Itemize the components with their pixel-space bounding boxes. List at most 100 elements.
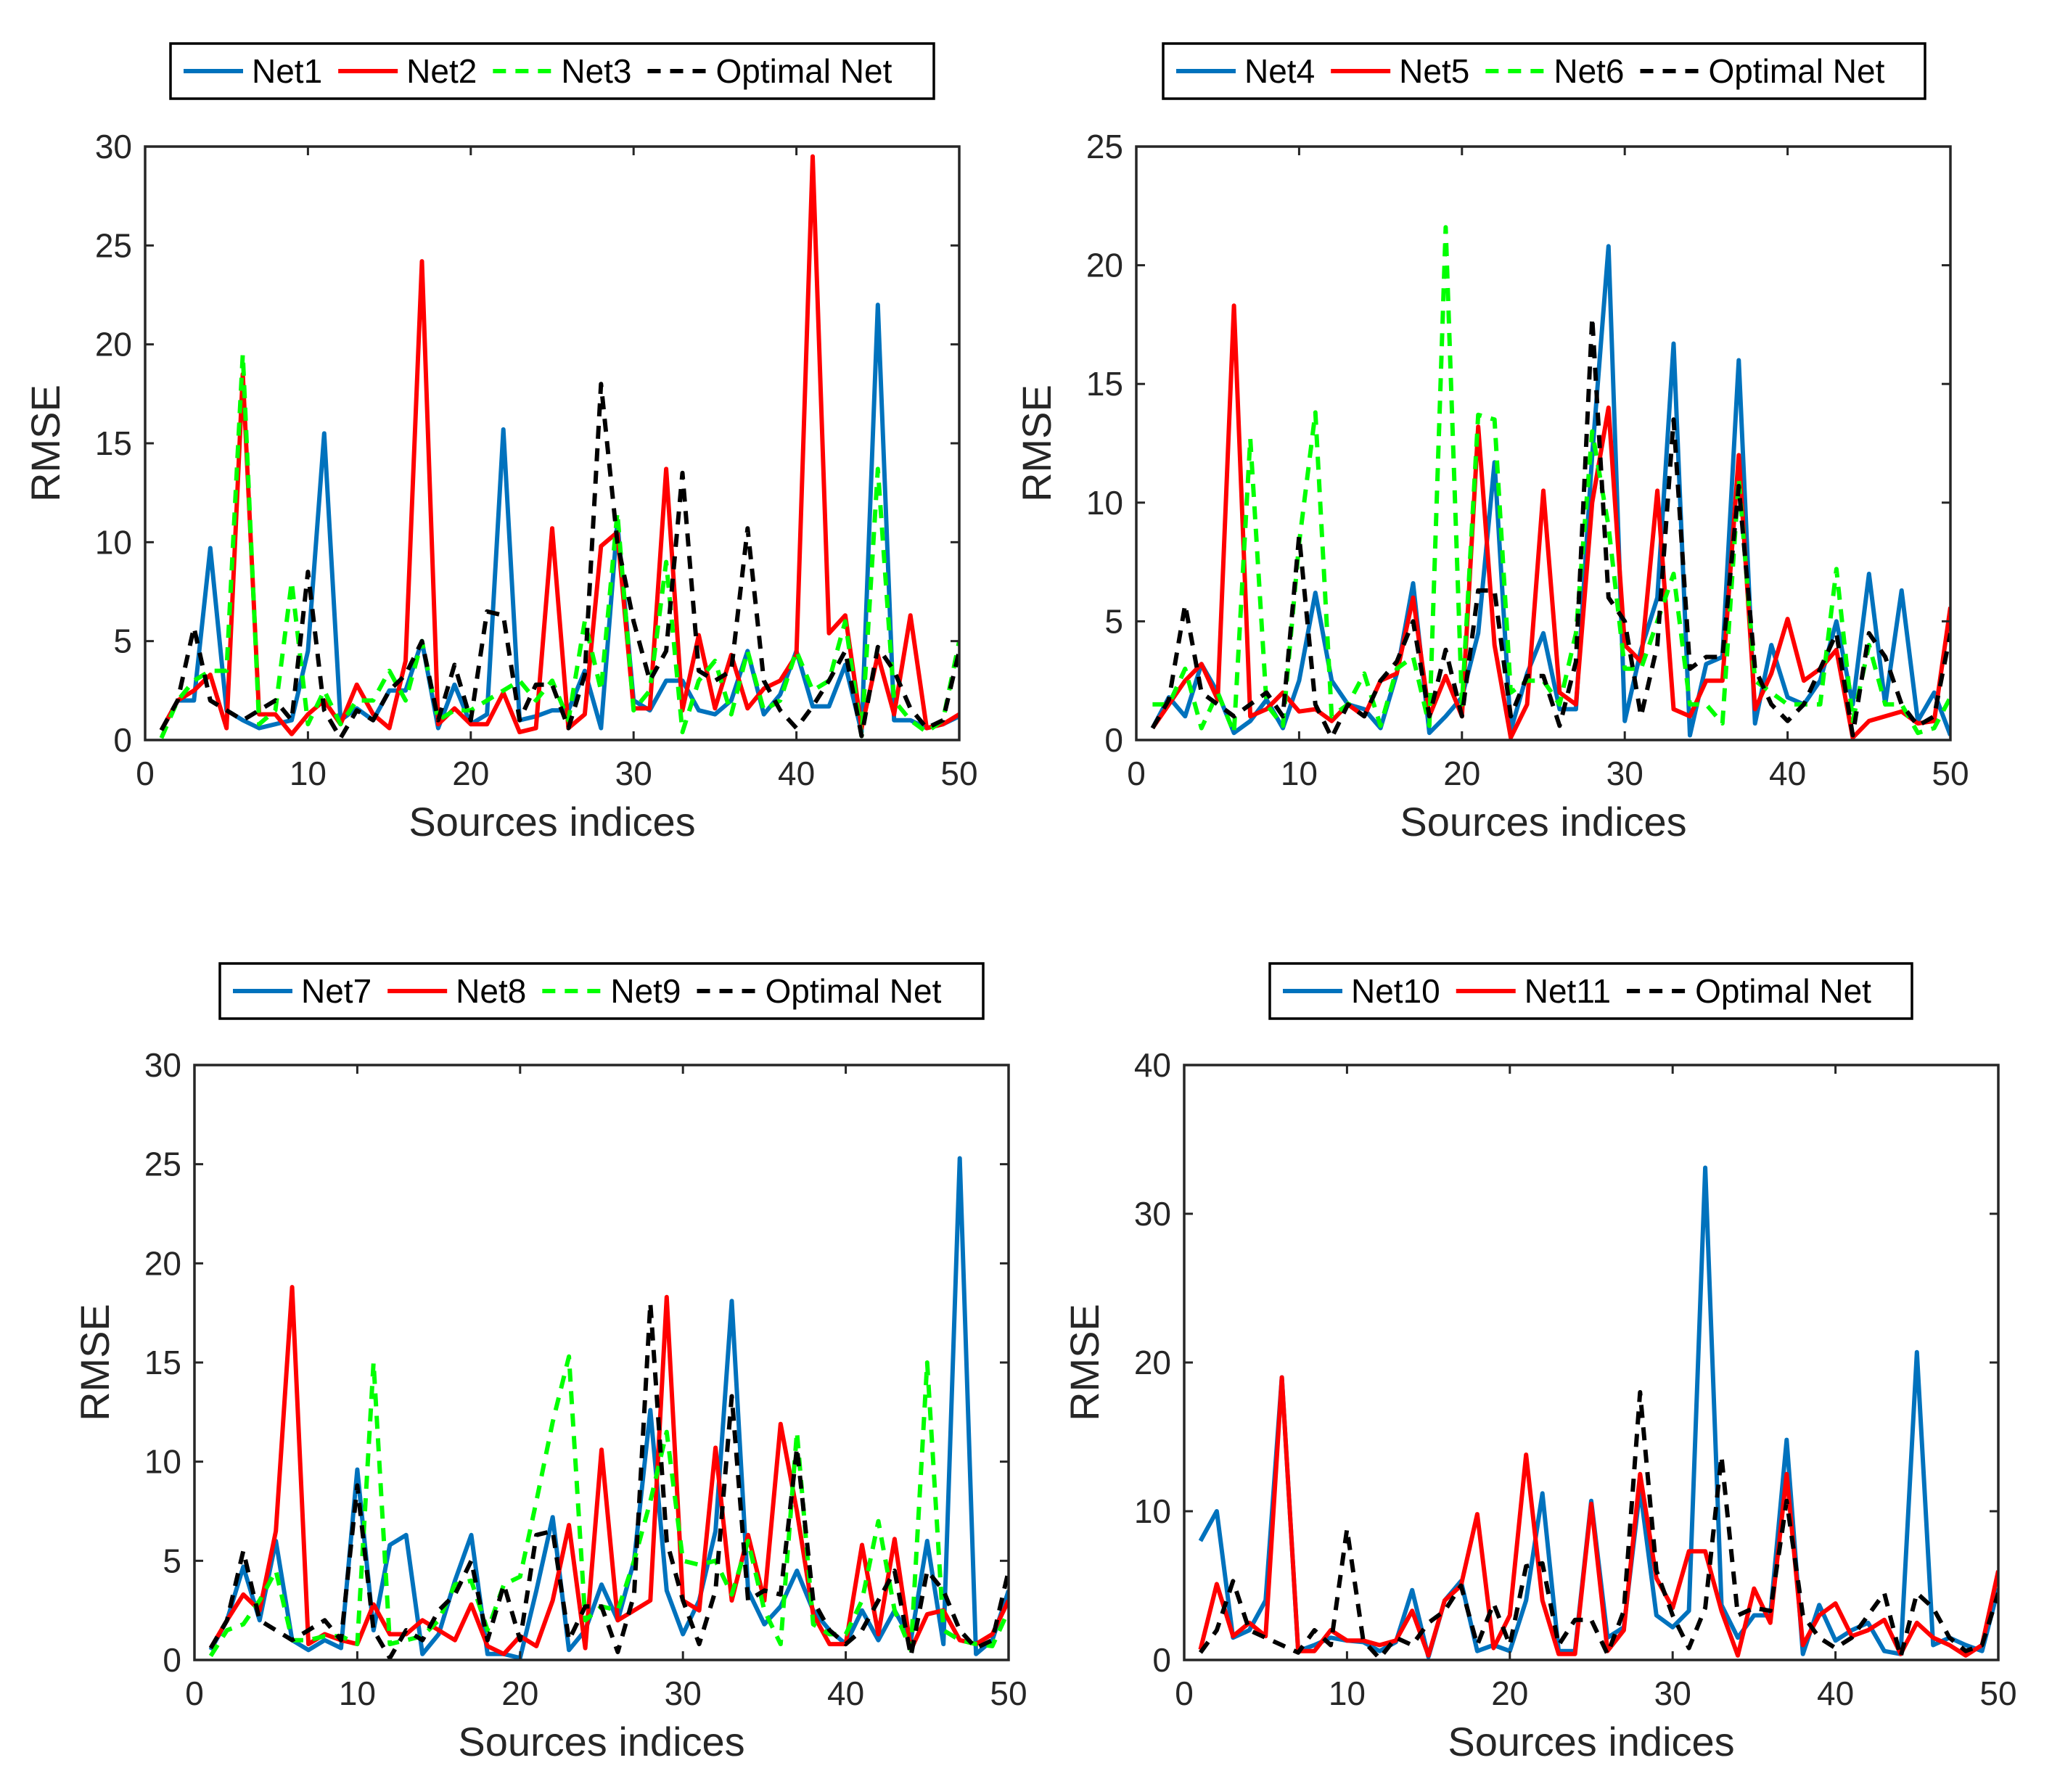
legend: Net4 Net5 Net6 Optimal Net (1162, 42, 1926, 100)
legend: Net10 Net11 Optimal Net (1268, 962, 1913, 1020)
series-group (159, 154, 959, 740)
x-tick-label: 0 (185, 1674, 204, 1712)
legend-label: Optimal Net (1709, 52, 1885, 90)
legend-label: Net7 (301, 972, 372, 1010)
x-tick-label: 10 (1281, 755, 1318, 792)
y-tick-label: 25 (144, 1146, 181, 1183)
plot-area (145, 147, 959, 740)
x-axis-label: Sources indices (458, 1719, 744, 1764)
series-line-net4 (1150, 244, 1950, 738)
y-tick-label: 30 (95, 128, 132, 165)
y-tick-label: 30 (1134, 1195, 1171, 1233)
y-tick-label: 10 (95, 523, 132, 561)
x-tick-label: 30 (665, 1674, 702, 1712)
y-tick-label: 10 (144, 1443, 181, 1481)
x-tick-label: 50 (940, 755, 977, 792)
y-tick-label: 20 (144, 1244, 181, 1282)
x-tick-label: 0 (1127, 755, 1146, 792)
series-line-optimal-net (208, 1301, 1009, 1660)
plot-area (194, 1065, 1009, 1660)
legend-label: Net3 (561, 52, 631, 90)
legend-box (218, 962, 985, 1020)
y-tick-label: 20 (1086, 247, 1123, 284)
y-tick-label: 25 (1086, 128, 1123, 165)
legend-label: Optimal Net (1695, 972, 1871, 1010)
legend-label: Net2 (406, 52, 477, 90)
series-group (208, 1156, 1009, 1660)
legend-label: Optimal Net (766, 972, 942, 1010)
y-axis-label: RMSE (1014, 385, 1059, 502)
legend-label: Net4 (1244, 52, 1315, 90)
x-tick-label: 20 (1443, 755, 1480, 792)
y-tick-label: 10 (1134, 1492, 1171, 1530)
legend-label: Net6 (1554, 52, 1624, 90)
legend-label: Net5 (1399, 52, 1469, 90)
x-tick-label: 20 (501, 1674, 538, 1712)
series-line-net8 (208, 1285, 1009, 1656)
x-tick-label: 0 (1175, 1674, 1194, 1712)
y-tick-label: 10 (1086, 484, 1123, 522)
chart-panel-top-right: 0 10 20 30 40 50 0 5 10 15 20 25 Sources indices RMSE… (1014, 42, 1969, 844)
y-axis-label: RMSE (22, 385, 68, 502)
x-tick-label: 10 (290, 755, 327, 792)
series-line-optimal-net (1198, 1390, 1998, 1660)
legend-label: Net11 (1524, 972, 1611, 1010)
y-tick-label: 5 (1104, 602, 1123, 640)
x-tick-label: 40 (827, 1674, 864, 1712)
legend-label: Optimal Net (716, 52, 892, 90)
series-group (1150, 225, 1950, 740)
y-tick-label: 0 (163, 1641, 181, 1679)
chart-panel-bottom-right: 0 10 20 30 40 50 0 10 20 30 40 Sources indices RMSE N… (1062, 962, 2017, 1764)
y-tick-label: 5 (113, 622, 132, 660)
x-tick-label: 20 (452, 755, 489, 792)
y-axis-label: RMSE (72, 1304, 118, 1421)
series-line-net9 (208, 1354, 1009, 1658)
y-tick-label: 0 (113, 721, 132, 759)
legend-label: Net9 (610, 972, 681, 1010)
y-tick-label: 0 (1152, 1641, 1171, 1679)
x-tick-label: 20 (1491, 1674, 1528, 1712)
x-tick-label: 50 (1932, 755, 1969, 792)
axes-box (1135, 145, 1952, 741)
x-axis-label: Sources indices (1448, 1719, 1734, 1764)
x-axis-label: Sources indices (409, 799, 695, 844)
series-group (1198, 1165, 1998, 1660)
plot-area (1184, 1065, 1998, 1660)
x-tick-label: 0 (136, 755, 155, 792)
legend-label: Net8 (456, 972, 526, 1010)
x-tick-label: 30 (1606, 755, 1643, 792)
x-tick-label: 30 (615, 755, 652, 792)
y-tick-label: 5 (163, 1542, 181, 1579)
series-line-optimal-net (1150, 315, 1950, 740)
x-tick-label: 30 (1654, 1674, 1691, 1712)
chart-panel-top-left: 0 10 20 30 40 50 0 5 10 15 20 25 30 Sources indices RM… (22, 42, 978, 844)
y-tick-label: 15 (95, 424, 132, 462)
legend-box (1268, 962, 1913, 1020)
x-tick-label: 10 (339, 1674, 376, 1712)
legend-box (1162, 42, 1926, 100)
y-tick-label: 15 (144, 1344, 181, 1381)
legend-label: Net10 (1351, 972, 1440, 1010)
y-tick-label: 30 (144, 1046, 181, 1084)
x-axis-label: Sources indices (1400, 799, 1686, 844)
x-tick-label: 40 (1817, 1674, 1854, 1712)
series-line-net2 (159, 154, 959, 736)
x-tick-label: 10 (1329, 1674, 1366, 1712)
legend: Net1 Net2 Net3 Optimal Net (169, 42, 935, 100)
x-tick-label: 50 (990, 1674, 1027, 1712)
legend-label: Net1 (252, 52, 322, 90)
chart-panel-bottom-left: 0 10 20 30 40 50 0 5 10 15 20 25 30 Sources indices RM… (72, 962, 1027, 1764)
legend-box (169, 42, 935, 100)
x-tick-label: 40 (1769, 755, 1806, 792)
y-tick-label: 20 (1134, 1344, 1171, 1381)
y-tick-label: 25 (95, 226, 132, 264)
x-tick-label: 50 (1979, 1674, 2016, 1712)
legend: Net7 Net8 Net9 Optimal Net (218, 962, 985, 1020)
y-tick-label: 20 (95, 326, 132, 363)
y-axis-label: RMSE (1062, 1304, 1107, 1421)
y-tick-label: 15 (1086, 365, 1123, 403)
y-tick-label: 0 (1104, 721, 1123, 759)
y-tick-label: 40 (1134, 1046, 1171, 1084)
x-tick-label: 40 (778, 755, 815, 792)
